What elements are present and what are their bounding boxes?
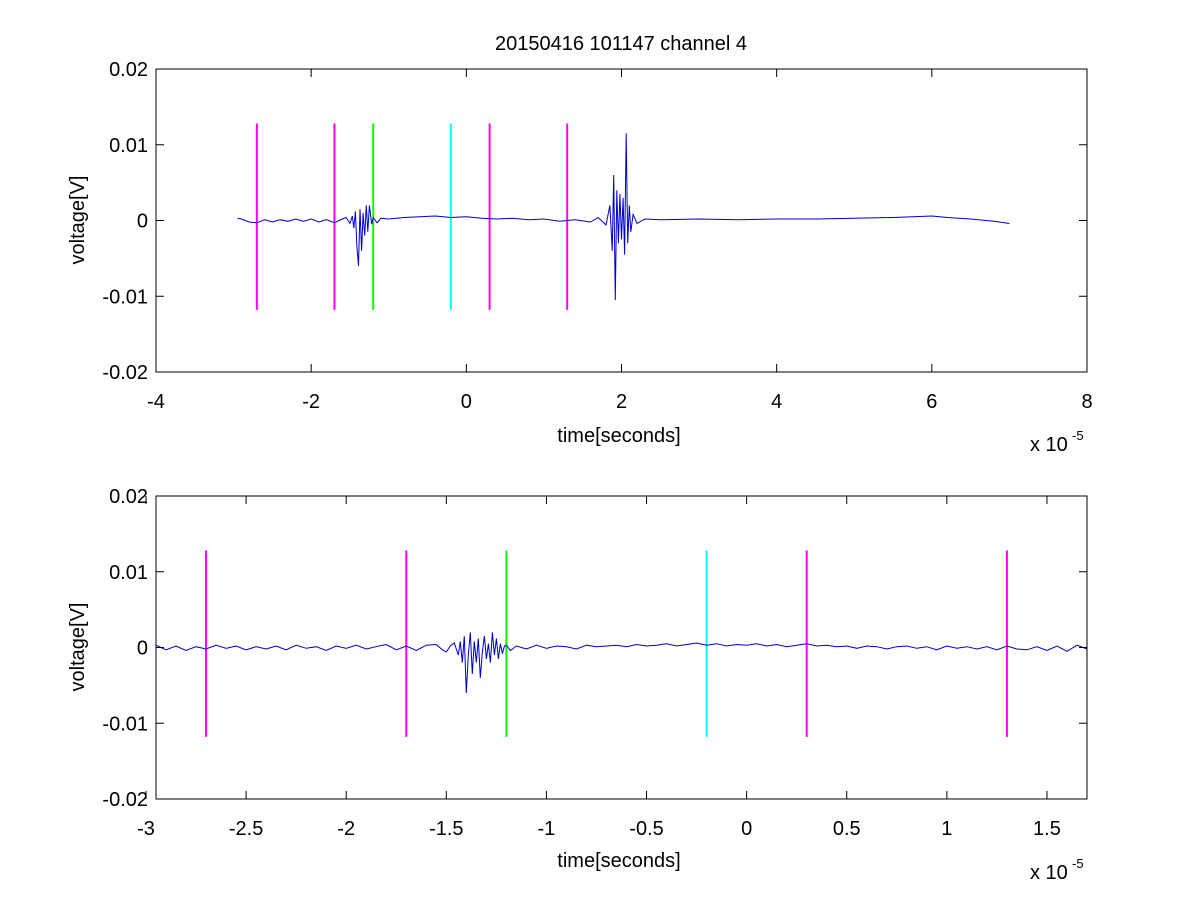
bottom-marker-lines xyxy=(205,550,1008,737)
top-x-tick-label: 0 xyxy=(461,391,472,413)
top-x-axis-ticks: -4 -2 0 2 4 6 8 xyxy=(147,69,1093,413)
bottom-x-tick-label: -3 xyxy=(137,818,155,840)
bottom-y-axis-ticks: -0.02 -0.01 0 0.01 0.02 xyxy=(102,486,1087,811)
bottom-y-tick-label: 0 xyxy=(137,638,148,660)
top-x-tick-label: -4 xyxy=(147,391,165,413)
top-x-tick-label: 2 xyxy=(616,391,627,413)
top-y-tick-label: 0.01 xyxy=(109,135,148,157)
bottom-x-tick-label: -1 xyxy=(538,818,556,840)
top-y-tick-label: 0 xyxy=(137,211,148,233)
top-x-tick-label: 8 xyxy=(1081,391,1092,413)
bottom-voltage-trace xyxy=(155,632,1088,694)
bottom-plot: -3 -2.5 -2 -1.5 -1 -0.5 0 0.5 1 1.5 -0.02 -0.01 0 0.… xyxy=(67,486,1088,884)
top-x-multiplier: x 10 xyxy=(1030,434,1068,456)
bottom-x-tick-label: -1.5 xyxy=(429,818,463,840)
bottom-y-tick-label: -0.01 xyxy=(102,713,148,735)
bottom-plot-axes-box xyxy=(155,495,1088,800)
bottom-x-tick-label: 1.5 xyxy=(1033,818,1061,840)
bottom-x-multiplier-exponent: -5 xyxy=(1072,856,1084,871)
bottom-x-tick-label: 0 xyxy=(741,818,752,840)
top-y-axis-ticks: -0.02 -0.01 0 0.01 0.02 xyxy=(102,59,1087,384)
top-x-tick-label: 6 xyxy=(926,391,937,413)
bottom-x-axis-label: time[seconds] xyxy=(557,850,680,872)
bottom-x-tick-label: -2 xyxy=(337,818,355,840)
bottom-y-axis-label: voltage[V] xyxy=(67,603,89,692)
bottom-x-tick-label: -0.5 xyxy=(629,818,663,840)
top-x-axis-label: time[seconds] xyxy=(557,425,680,447)
bottom-y-tick-label: 0.01 xyxy=(109,562,148,584)
top-x-tick-label: -2 xyxy=(302,391,320,413)
bottom-x-axis-ticks: -3 -2.5 -2 -1.5 -1 -0.5 0 0.5 1 1.5 xyxy=(137,496,1061,840)
top-x-multiplier-exponent: -5 xyxy=(1072,428,1084,443)
bottom-y-tick-label: 0.02 xyxy=(109,486,148,508)
bottom-y-tick-label: -0.02 xyxy=(102,789,148,811)
top-voltage-trace xyxy=(237,133,1010,301)
top-y-tick-label: -0.02 xyxy=(102,362,148,384)
bottom-x-tick-label: 1 xyxy=(941,818,952,840)
bottom-x-tick-label: -2.5 xyxy=(229,818,263,840)
top-y-tick-label: 0.02 xyxy=(109,59,148,81)
top-y-tick-label: -0.01 xyxy=(102,286,148,308)
bottom-x-tick-label: 0.5 xyxy=(833,818,861,840)
top-y-axis-label: voltage[V] xyxy=(67,176,89,265)
top-plot-axes-box xyxy=(155,68,1088,373)
top-x-tick-label: 4 xyxy=(771,391,782,413)
bottom-x-multiplier: x 10 xyxy=(1030,862,1068,884)
chart-title: 20150416 101147 channel 4 xyxy=(495,33,747,55)
top-plot: 20150416 101147 channel 4 -4 -2 0 2 4 6 8 -0.0… xyxy=(67,33,1093,456)
